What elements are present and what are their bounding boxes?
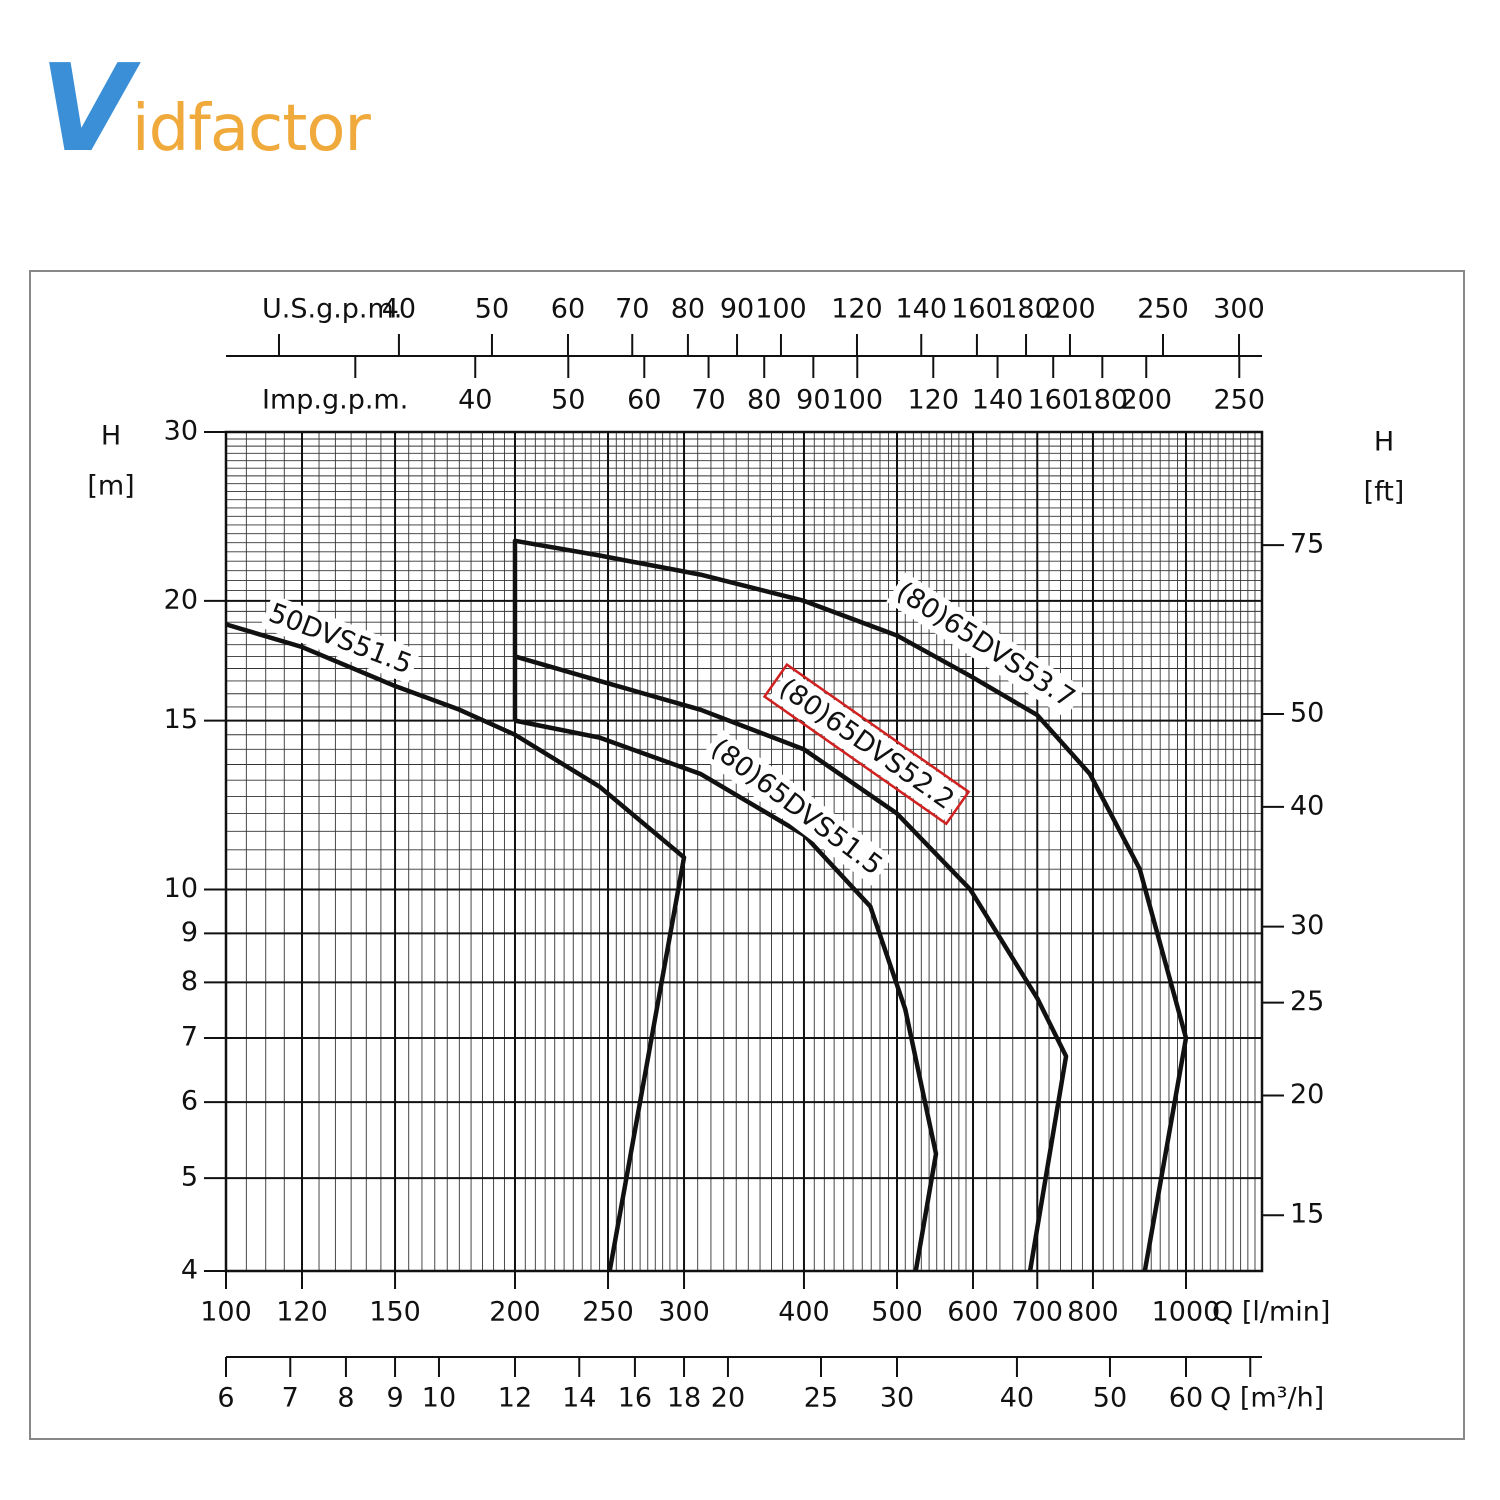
y2-tick-label: 50 [1290, 697, 1324, 728]
top-tick-label: 50 [551, 385, 585, 416]
top-tick-label: 180 [1077, 385, 1129, 416]
curve [225, 622, 687, 1272]
top-tick-label: 200 [1044, 294, 1096, 325]
y2-tick-label: 30 [1290, 910, 1324, 941]
top-tick-label: 50 [475, 294, 509, 325]
x-axis-label: Q [l/min] [1212, 1297, 1330, 1328]
top-tick-label: 160 [1027, 385, 1079, 416]
top-tick-label: 40 [382, 294, 416, 325]
y-axis-label: [m] [87, 471, 134, 502]
bottom-tick-label: 18 [667, 1383, 701, 1414]
top-tick-label: 40 [458, 385, 492, 416]
bottom-tick-label: 6 [217, 1383, 234, 1414]
label-bg [768, 668, 965, 820]
top-tick-label: 60 [551, 294, 585, 325]
logo: Vidfactor [40, 40, 371, 179]
bottom-tick-label: 40 [1000, 1383, 1034, 1414]
label-highlight [762, 662, 971, 826]
y-tick-label: 10 [164, 873, 198, 904]
x-tick-label: 200 [489, 1297, 541, 1328]
top-tick-label: 140 [972, 385, 1024, 416]
curve [514, 718, 939, 1272]
top-tick-label: 100 [755, 294, 807, 325]
x-tick-label: 250 [582, 1297, 634, 1328]
bottom-tick-label: 9 [386, 1383, 403, 1414]
top-tick-label: 120 [908, 385, 960, 416]
bottom-tick-label: 12 [498, 1383, 532, 1414]
top-tick-label: 60 [627, 385, 661, 416]
y-tick-label: 9 [181, 917, 198, 948]
y2-tick-label: 15 [1290, 1199, 1324, 1230]
top-tick-label: 300 [1213, 294, 1265, 325]
x-tick-label: 700 [1012, 1297, 1064, 1328]
label-bg [700, 728, 893, 886]
top-axis-label: Imp.g.p.m. [262, 385, 408, 416]
top-tick-label: 80 [671, 294, 705, 325]
top-tick-label: 200 [1120, 385, 1172, 416]
y2-tick-label: 25 [1290, 986, 1324, 1017]
y2-axis-label: [ft] [1364, 477, 1405, 508]
y-tick-label: 20 [164, 584, 198, 615]
y2-tick-label: 40 [1290, 790, 1324, 821]
x-tick-label: 100 [200, 1297, 252, 1328]
top-tick-label: 80 [747, 385, 781, 416]
top-tick-label: 180 [1000, 294, 1052, 325]
bottom-tick-label: 30 [880, 1383, 914, 1414]
y-tick-label: 15 [164, 704, 198, 735]
top-tick-label: 90 [720, 294, 754, 325]
x-tick-label: 600 [947, 1297, 999, 1328]
x-tick-label: 120 [276, 1297, 328, 1328]
frame [29, 270, 1465, 1440]
y-tick-label: 4 [181, 1255, 198, 1286]
y2-tick-label: 75 [1290, 529, 1324, 560]
bottom-tick-label: 16 [618, 1383, 652, 1414]
top-tick-label: 120 [831, 294, 883, 325]
top-tick-label: 70 [691, 385, 725, 416]
x-tick-label: 300 [658, 1297, 710, 1328]
top-axis-label: U.S.g.p.m. [262, 294, 402, 325]
label-bg [260, 594, 421, 684]
top-tick-label: 70 [615, 294, 649, 325]
bottom-tick-label: 50 [1093, 1383, 1127, 1414]
curve [514, 654, 1069, 1272]
bottom-tick-label: 8 [337, 1383, 354, 1414]
x-tick-label: 400 [778, 1297, 830, 1328]
top-tick-label: 140 [895, 294, 947, 325]
y-tick-label: 5 [181, 1162, 198, 1193]
top-tick-label: 100 [831, 385, 883, 416]
y-tick-label: 30 [164, 416, 198, 447]
top-tick-label: 90 [796, 385, 830, 416]
bottom-tick-label: 20 [711, 1383, 745, 1414]
bottom-tick-label: 14 [562, 1383, 596, 1414]
label-bg [886, 572, 1085, 719]
plot-border [224, 430, 1264, 1273]
bottom-tick-label: 25 [804, 1383, 838, 1414]
top-tick-label: 160 [951, 294, 1003, 325]
y2-axis-label: H [1374, 427, 1394, 458]
y-axis-label: H [101, 421, 121, 452]
x-tick-label: 1000 [1152, 1297, 1221, 1328]
bottom-tick-label: 60 [1169, 1383, 1203, 1414]
y-tick-label: 6 [181, 1086, 198, 1117]
curve [512, 538, 1189, 1272]
bottom-tick-label: 10 [422, 1383, 456, 1414]
y-tick-label: 8 [181, 966, 198, 997]
top-tick-label: 250 [1214, 385, 1266, 416]
y2-tick-label: 20 [1290, 1079, 1324, 1110]
bottom-axis-label: Q [m³/h] [1210, 1383, 1324, 1414]
y-tick-label: 7 [181, 1021, 198, 1052]
x-tick-label: 500 [871, 1297, 923, 1328]
bottom-tick-label: 7 [282, 1383, 299, 1414]
top-tick-label: 250 [1137, 294, 1189, 325]
x-tick-label: 150 [369, 1297, 421, 1328]
x-tick-label: 800 [1067, 1297, 1119, 1328]
